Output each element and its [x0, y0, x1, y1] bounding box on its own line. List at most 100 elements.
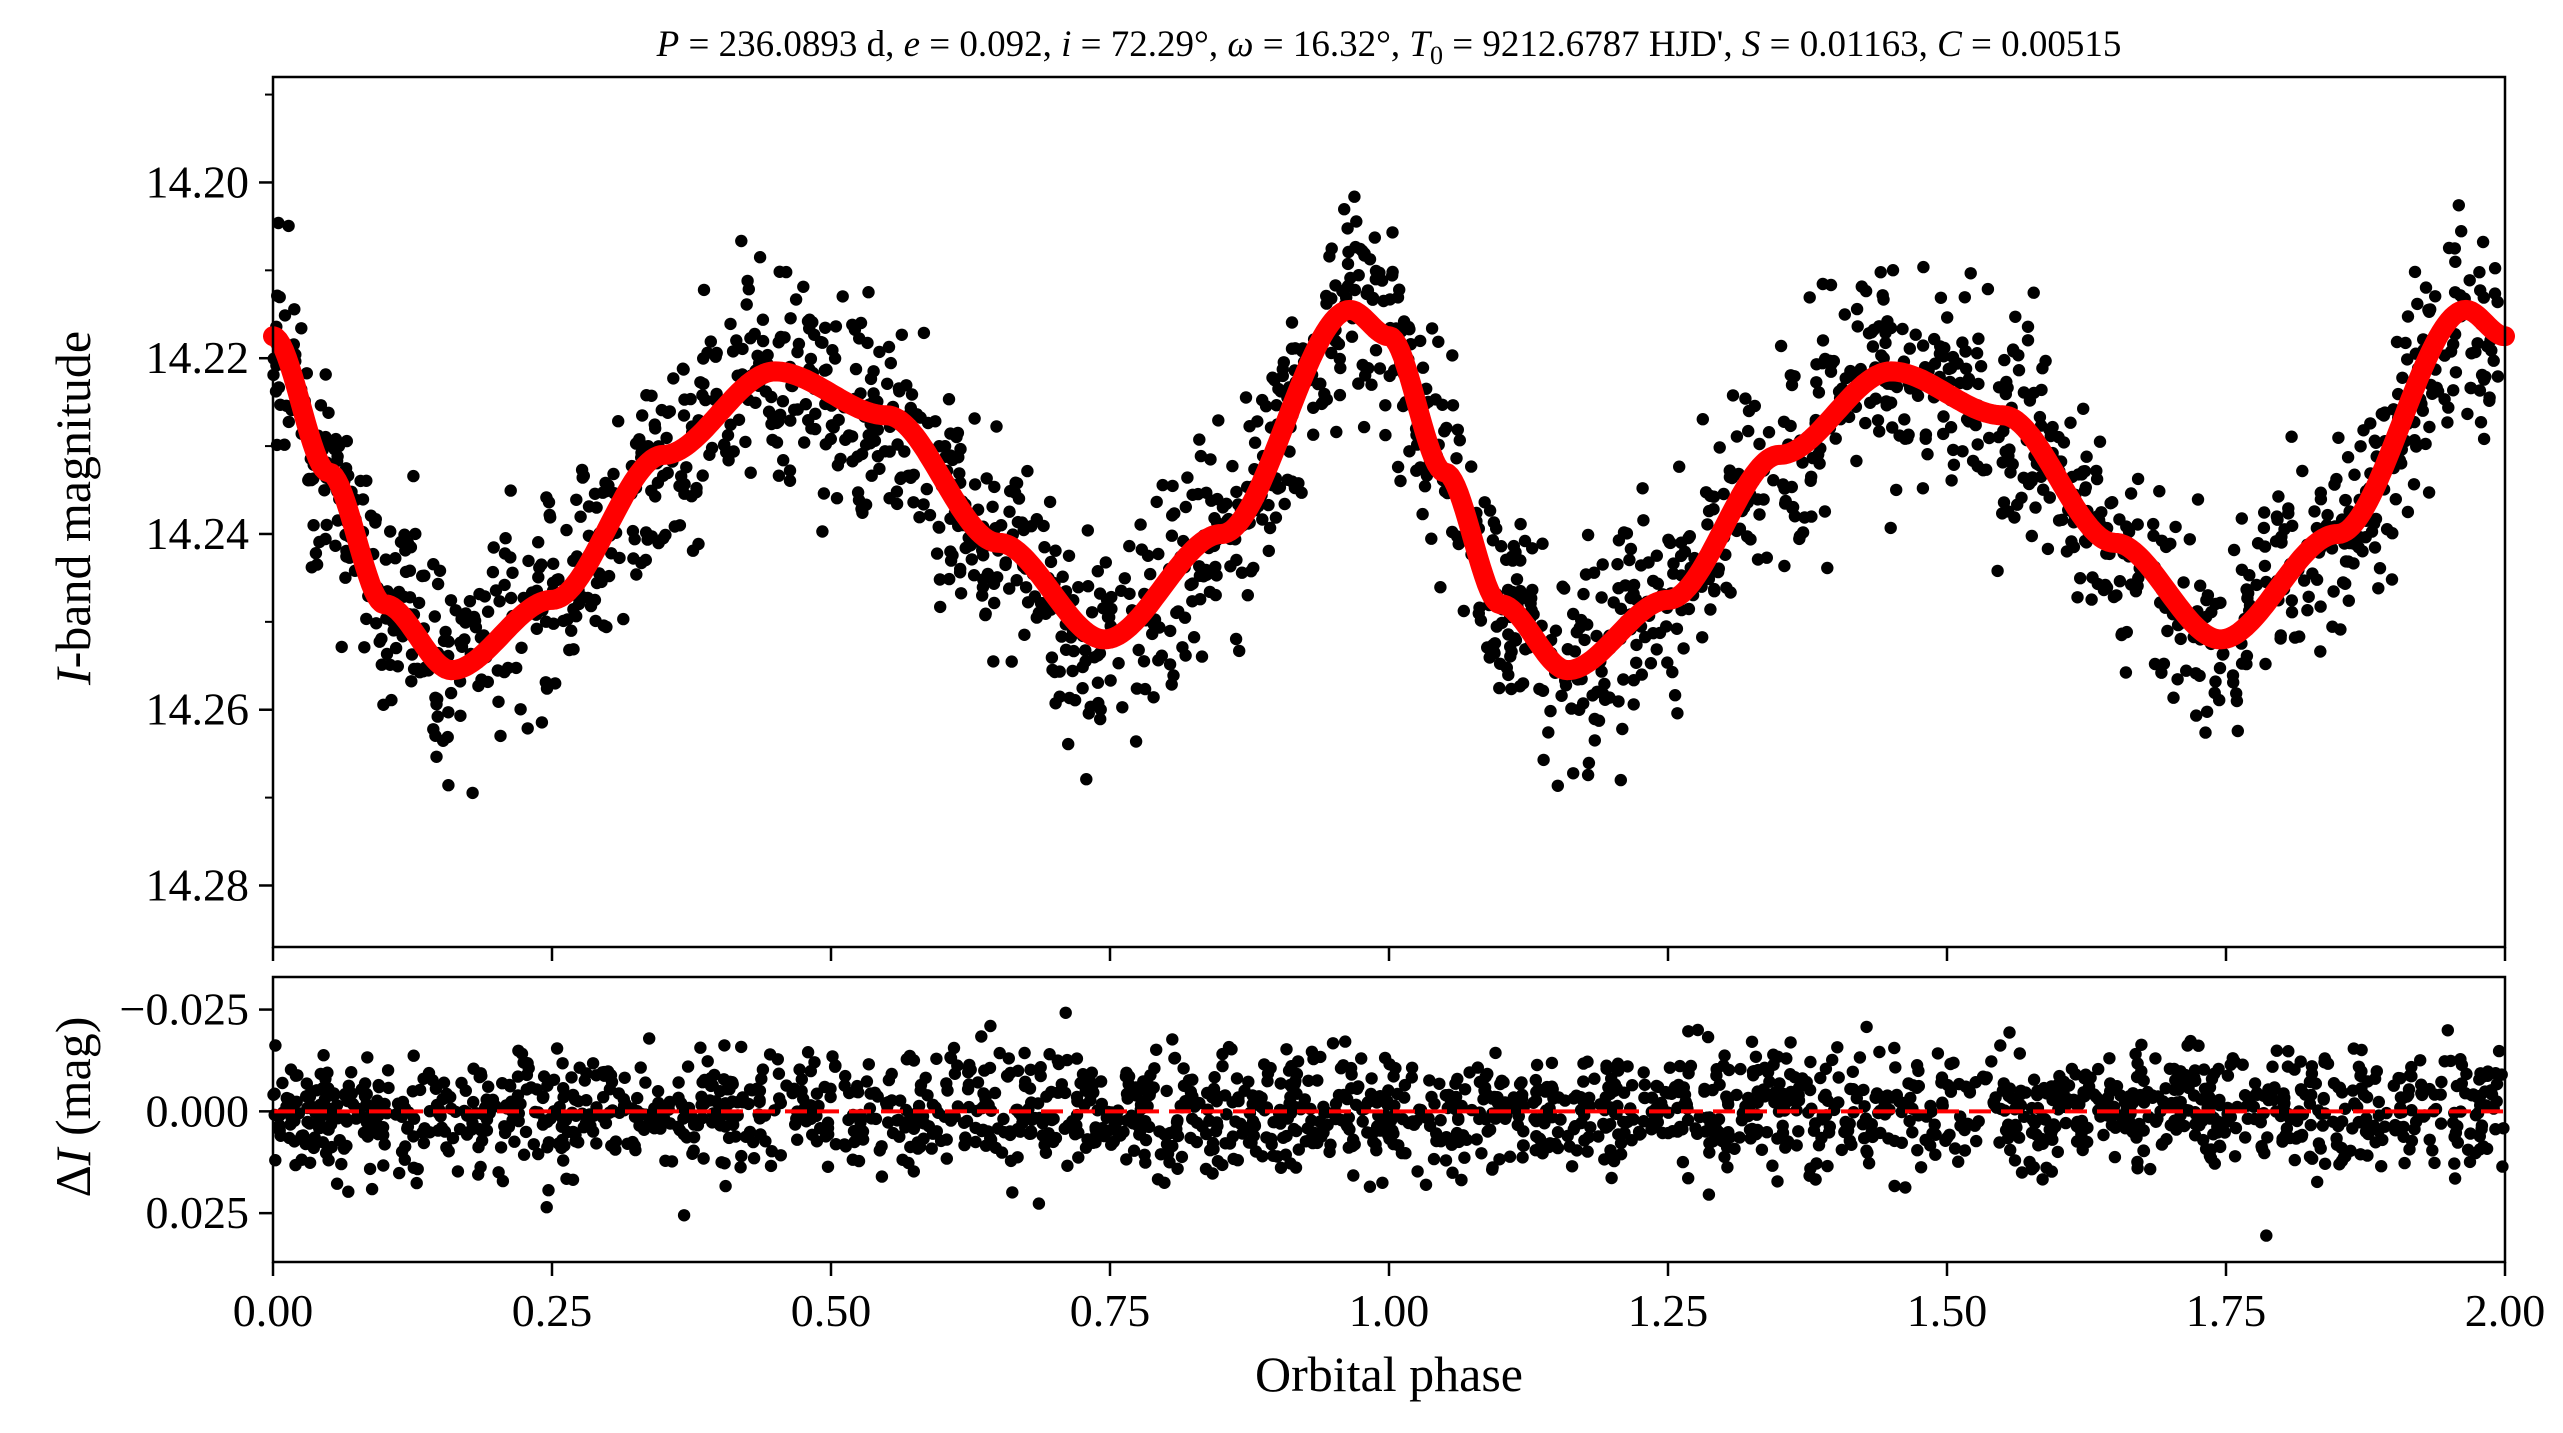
data-point	[560, 523, 573, 537]
data-point	[1391, 460, 1405, 474]
residual-point	[1601, 1120, 1614, 1133]
data-point	[1784, 369, 1798, 382]
data-point	[530, 622, 543, 635]
residual-point	[1561, 1129, 1574, 1143]
data-point	[1713, 441, 1726, 454]
residual-point	[1903, 1114, 1916, 1128]
data-point	[449, 604, 462, 617]
data-point	[2336, 576, 2350, 589]
data-point	[2107, 590, 2121, 604]
data-point	[762, 405, 776, 418]
residual-point	[550, 1042, 564, 1055]
data-point	[1917, 260, 1930, 274]
residual-point	[2149, 1052, 2162, 1065]
data-point	[1614, 773, 1628, 787]
residual-point	[317, 1049, 330, 1062]
data-point	[2052, 514, 2066, 527]
data-point	[1956, 445, 1969, 458]
data-point	[2327, 585, 2340, 598]
residual-point	[1345, 1068, 1358, 1081]
data-point	[2022, 477, 2036, 491]
residual-point	[1987, 1097, 2001, 1111]
x-tick-label: 2.00	[2465, 1285, 2546, 1336]
data-point	[2227, 543, 2241, 557]
data-point	[506, 566, 519, 579]
residual-point	[2490, 1077, 2504, 1091]
residual-point	[1139, 1133, 1153, 1147]
data-point	[2296, 464, 2309, 478]
data-point	[1824, 365, 1838, 378]
residual-point	[2375, 1160, 2388, 1173]
residual-point	[989, 1141, 1002, 1155]
residual-point	[520, 1068, 534, 1082]
residual-point	[621, 1137, 634, 1151]
residual-point	[1588, 1072, 1601, 1085]
data-point	[1620, 527, 1634, 540]
residual-point	[2081, 1121, 2094, 1135]
residual-point	[1826, 1053, 1839, 1067]
residual-point	[1016, 1110, 1029, 1124]
data-point	[1944, 421, 1958, 434]
data-point	[1823, 354, 1837, 367]
data-point	[1493, 657, 1507, 670]
data-point	[427, 558, 440, 571]
data-point	[2367, 517, 2381, 530]
residual-point	[1677, 1099, 1690, 1113]
residual-point	[893, 1130, 906, 1143]
residual-point	[848, 1135, 861, 1149]
data-point	[1717, 487, 1730, 501]
data-point	[576, 471, 589, 484]
residual-point	[1405, 1061, 1419, 1075]
residual-point	[1968, 1119, 1982, 1132]
data-point	[2330, 472, 2343, 486]
data-point	[1784, 419, 1797, 433]
data-point	[1278, 497, 1291, 511]
residual-point	[1142, 1120, 1156, 1134]
data-point	[2071, 591, 2084, 604]
data-point	[944, 545, 957, 558]
data-point	[1021, 596, 1035, 609]
residual-point	[903, 1049, 916, 1063]
data-point	[1141, 549, 1155, 562]
data-point	[1134, 518, 1147, 531]
data-point	[923, 508, 937, 522]
data-point	[2227, 676, 2240, 689]
residual-point	[1248, 1118, 1261, 1132]
residual-point	[1489, 1046, 1502, 1060]
data-point	[2282, 507, 2295, 520]
data-point	[938, 440, 952, 453]
residual-point	[697, 1152, 710, 1165]
data-point	[405, 648, 419, 661]
residual-point	[1963, 1085, 1976, 1098]
data-point	[1203, 585, 1217, 599]
residual-point	[440, 1141, 453, 1154]
title-t-subscript: 0	[1430, 41, 1443, 70]
data-point	[319, 430, 332, 444]
data-point	[2491, 370, 2505, 383]
data-point	[1505, 682, 1518, 696]
data-point	[1019, 581, 1033, 594]
residual-point	[494, 1141, 508, 1154]
data-point	[404, 541, 418, 554]
residual-point	[2135, 1038, 2148, 1052]
residual-point	[1168, 1051, 1182, 1065]
data-point	[2129, 585, 2143, 598]
data-point	[736, 342, 749, 356]
data-point	[933, 521, 946, 534]
residual-point	[566, 1125, 580, 1139]
residual-point	[1924, 1099, 1937, 1113]
data-point	[783, 474, 797, 487]
residual-point	[718, 1157, 731, 1170]
data-point	[942, 393, 956, 406]
residual-point	[1529, 1094, 1543, 1107]
data-point	[2023, 394, 2037, 407]
residual-point	[1846, 1065, 1860, 1079]
data-point	[466, 786, 479, 800]
residual-point	[1952, 1155, 1965, 1168]
data-point	[1607, 596, 1620, 609]
residual-point	[1002, 1052, 1015, 1065]
residual-point	[1120, 1066, 1133, 1080]
data-point	[1972, 377, 1985, 391]
